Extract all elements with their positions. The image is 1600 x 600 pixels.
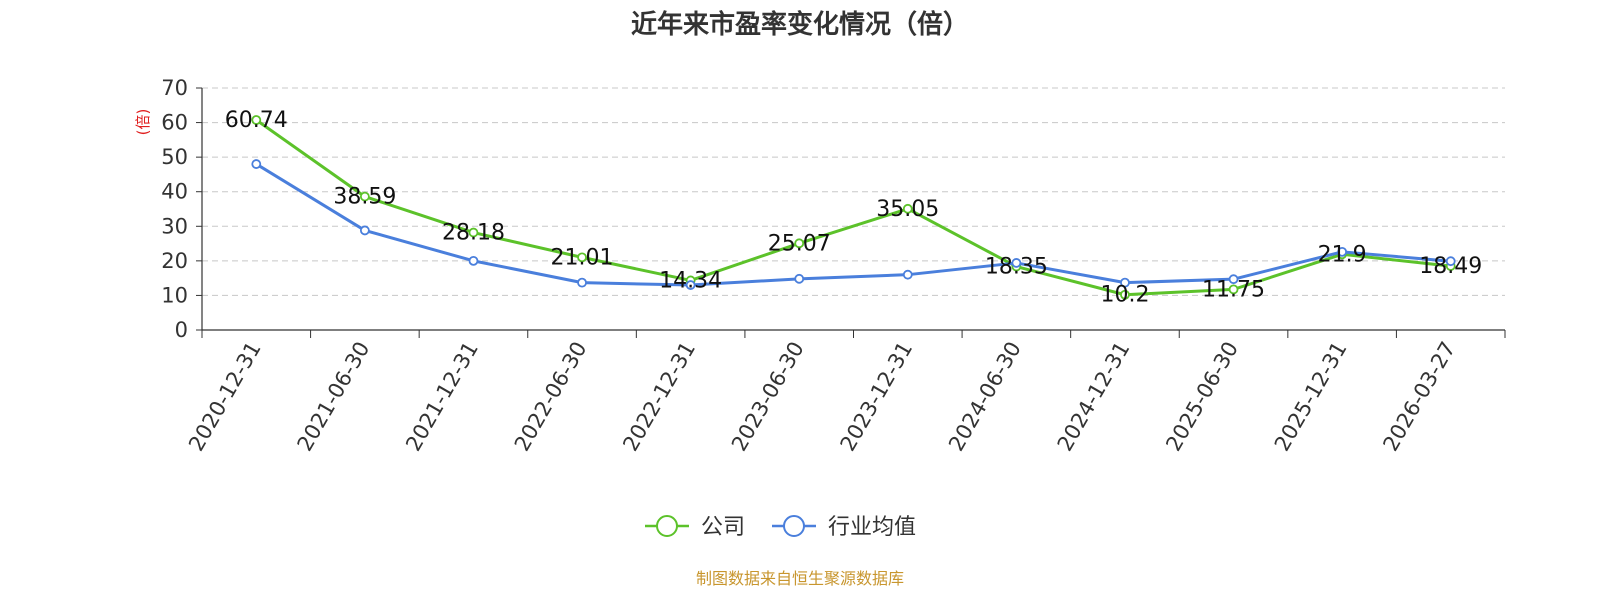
- x-tick-label: 2024-12-31: [1053, 338, 1135, 456]
- y-tick-label: 20: [161, 249, 188, 273]
- data-label: 38.59: [333, 185, 396, 210]
- legend-item-1[interactable]: 行业均值: [772, 515, 916, 540]
- x-tick-label: 2021-12-31: [401, 338, 483, 456]
- legend-item-0[interactable]: 公司: [645, 515, 745, 540]
- series-1-point[interactable]: [1445, 256, 1456, 267]
- x-tick-label: 2023-12-31: [836, 338, 918, 456]
- y-tick-label: 0: [175, 318, 188, 342]
- x-tick-label: 2021-06-30: [293, 338, 375, 456]
- legend-circle-icon: [783, 515, 805, 537]
- legend-label: 公司: [701, 515, 745, 540]
- series-lines: [251, 115, 1456, 300]
- x-tick-label: 2020-12-31: [184, 338, 266, 456]
- data-label: 28.18: [442, 221, 505, 246]
- data-label: 14.34: [659, 268, 722, 293]
- data-labels: 60.74 38.59 28.18 21.01 14.34 25.07 35.05 18.35…: [225, 108, 1482, 308]
- x-tick-label: 2025-12-31: [1270, 338, 1352, 456]
- y-tick-label: 70: [161, 76, 188, 100]
- y-axis-label: (倍): [134, 109, 152, 136]
- legend[interactable]: 公司 行业均值: [645, 515, 916, 540]
- series-0-point[interactable]: [1228, 284, 1239, 295]
- x-tick-label: 2022-12-31: [618, 338, 700, 456]
- x-tick-label: 2024-06-30: [944, 338, 1026, 456]
- x-tick-label: 2022-06-30: [510, 338, 592, 456]
- series-1-point[interactable]: [1228, 274, 1239, 285]
- series-0-point[interactable]: [794, 238, 805, 249]
- y-tick-label: 60: [161, 111, 188, 135]
- series-line-1: [255, 162, 1451, 287]
- x-tick-label: 2023-06-30: [727, 338, 809, 456]
- source-note: 制图数据来自恒生聚源数据库: [696, 569, 904, 588]
- data-label: 10.2: [1100, 283, 1149, 308]
- series-0-point[interactable]: [468, 227, 479, 238]
- series-1-point[interactable]: [251, 159, 262, 169]
- data-label: 35.05: [876, 197, 939, 222]
- series-1-point[interactable]: [359, 225, 370, 236]
- y-tick-label: 40: [161, 180, 188, 204]
- legend-circle-icon: [656, 515, 678, 537]
- series-0-point[interactable]: [902, 203, 913, 214]
- series-1-point[interactable]: [685, 280, 696, 290]
- data-label: 18.35: [985, 255, 1048, 280]
- x-tick-label: 2026-03-27: [1378, 338, 1460, 456]
- y-tick-label: 10: [161, 283, 188, 307]
- series-1-point[interactable]: [902, 269, 913, 280]
- data-label: 21.01: [551, 245, 614, 270]
- series-1-point[interactable]: [577, 277, 587, 288]
- x-tick-label: 2025-06-30: [1161, 338, 1243, 456]
- data-label: 60.74: [225, 108, 288, 133]
- data-label: 18.49: [1419, 254, 1482, 279]
- y-tick-label: 30: [161, 214, 188, 238]
- series-1-point[interactable]: [1337, 246, 1348, 257]
- legend-label: 行业均值: [828, 515, 916, 540]
- data-label: 25.07: [768, 231, 831, 256]
- series-0-point[interactable]: [359, 191, 370, 202]
- series-0-point[interactable]: [1120, 289, 1130, 300]
- grid-lines: [202, 87, 1505, 296]
- series-line-0: [255, 118, 1451, 297]
- chart-title: 近年来市盈率变化情况（倍）: [631, 9, 969, 40]
- series-1-point[interactable]: [1120, 277, 1130, 288]
- series-1-point[interactable]: [1011, 258, 1022, 268]
- series-0-point[interactable]: [577, 252, 587, 263]
- series-0-point[interactable]: [251, 115, 262, 125]
- data-label: 21.9: [1318, 242, 1367, 267]
- data-label: 11.75: [1202, 277, 1265, 302]
- series-1-point[interactable]: [794, 273, 805, 284]
- y-tick-label: 50: [161, 145, 188, 169]
- series-1-point[interactable]: [468, 255, 479, 266]
